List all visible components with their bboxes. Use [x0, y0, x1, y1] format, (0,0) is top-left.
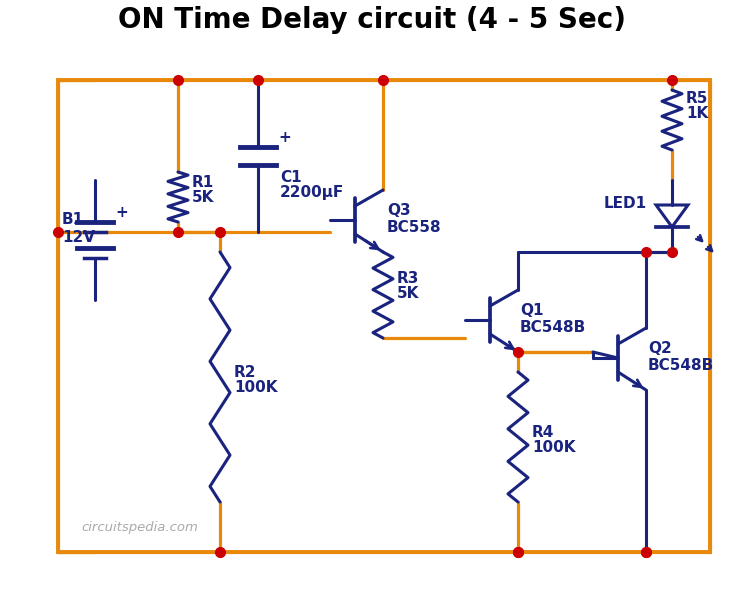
Text: circuitspedia.com: circuitspedia.com: [82, 522, 199, 534]
Text: Q3: Q3: [387, 203, 411, 218]
Text: 100K: 100K: [532, 440, 576, 455]
Text: 100K: 100K: [234, 380, 278, 395]
Bar: [58, 80, 710, 552]
Text: 12V: 12V: [62, 229, 95, 245]
Text: R5: R5: [686, 91, 708, 106]
Text: ON Time Delay circuit (4 - 5 Sec): ON Time Delay circuit (4 - 5 Sec): [118, 6, 626, 34]
Text: R4: R4: [532, 425, 554, 440]
Text: C1: C1: [280, 170, 301, 185]
Text: R3: R3: [397, 271, 420, 286]
Text: 2200μF: 2200μF: [280, 185, 344, 200]
Text: R2: R2: [234, 365, 257, 380]
Text: LED1: LED1: [604, 196, 647, 211]
Text: BC548B: BC548B: [648, 358, 714, 373]
Text: Q2: Q2: [648, 341, 672, 356]
Text: BC548B: BC548B: [520, 320, 586, 335]
Text: +: +: [278, 130, 291, 145]
Text: R1: R1: [192, 175, 214, 190]
Text: 5K: 5K: [397, 286, 420, 301]
Text: B1: B1: [62, 212, 84, 228]
Text: Q1: Q1: [520, 303, 544, 318]
Text: BC558: BC558: [387, 220, 442, 235]
Text: 1K: 1K: [686, 106, 708, 121]
Text: 5K: 5K: [192, 190, 214, 205]
Text: +: +: [115, 205, 128, 220]
